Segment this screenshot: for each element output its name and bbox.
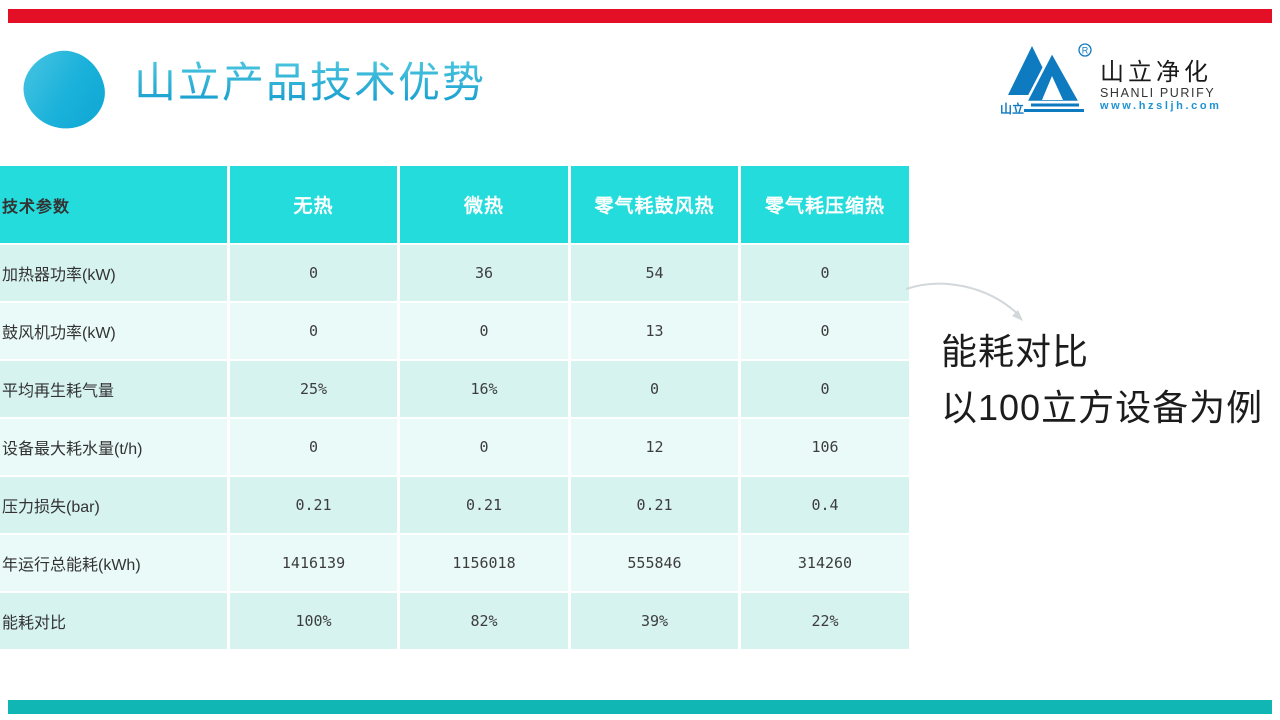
- row-label: 加热器功率(kW): [0, 245, 227, 301]
- header-parameter: 技术参数: [0, 166, 227, 243]
- annotation-line1: 能耗对比: [941, 331, 1090, 372]
- table-cell: 0: [230, 419, 397, 475]
- logo-text-block: 山立净化 SHANLI PURIFY www.hzsljh.com: [1100, 40, 1222, 113]
- table-cell: 54: [571, 245, 738, 301]
- table-cell: 82%: [400, 593, 568, 649]
- row-label: 鼓风机功率(kW): [0, 303, 227, 359]
- table-cell: 13: [571, 303, 738, 359]
- header-heatless: 无热: [230, 166, 397, 243]
- table-cell: 12: [571, 419, 738, 475]
- decorative-blob: [15, 42, 113, 138]
- shanli-logo: R 山立 山立净化 SHANLI PURIFY www.hzsljh.com: [998, 40, 1222, 116]
- table-cell: 0: [741, 361, 909, 417]
- table-cell: 100%: [230, 593, 397, 649]
- mountain-logo-icon: R 山立: [1000, 43, 1092, 116]
- table-cell: 0: [230, 245, 397, 301]
- table-cell: 0: [230, 303, 397, 359]
- table-cell: 16%: [400, 361, 568, 417]
- row-label: 设备最大耗水量(t/h): [0, 419, 227, 475]
- table-cell: 0.21: [230, 477, 397, 533]
- table-cell: 555846: [571, 535, 738, 591]
- table-cell: 0.21: [571, 477, 738, 533]
- logo-cn-name: 山立净化: [1100, 59, 1212, 86]
- table-cell: 106: [741, 419, 909, 475]
- table-cell: 1156018: [400, 535, 568, 591]
- table-cell: 1416139: [230, 535, 397, 591]
- table-cell: 0.4: [741, 477, 909, 533]
- table-cell: 36: [400, 245, 568, 301]
- table-cell: 0: [400, 303, 568, 359]
- comparison-table: 技术参数 无热 微热 零气耗鼓风热 零气耗压缩热 加热器功率(kW) 0 36 …: [0, 166, 909, 649]
- table-cell: 0: [400, 419, 568, 475]
- table-cell: 0: [741, 245, 909, 301]
- row-label: 压力损失(bar): [0, 477, 227, 533]
- row-label: 平均再生耗气量: [0, 361, 227, 417]
- page-title: 山立产品技术优势: [134, 61, 487, 107]
- header-zero-blower: 零气耗鼓风热: [571, 166, 738, 243]
- table-cell: 314260: [741, 535, 909, 591]
- table-cell: 0: [571, 361, 738, 417]
- svg-text:R: R: [1082, 46, 1089, 56]
- bottom-accent-bar: [8, 700, 1272, 714]
- top-accent-bar: [8, 9, 1272, 23]
- table-cell: 0.21: [400, 477, 568, 533]
- table-cell: 25%: [230, 361, 397, 417]
- logo-website: www.hzsljh.com: [1100, 100, 1222, 112]
- annotation-text: 能耗对比 以100立方设备为例: [941, 324, 1263, 436]
- row-label: 年运行总能耗(kWh): [0, 535, 227, 591]
- pointer-arc: [905, 282, 1023, 321]
- table-cell: 0: [741, 303, 909, 359]
- row-label: 能耗对比: [0, 593, 227, 649]
- table-cell: 22%: [741, 593, 909, 649]
- annotation-line2: 以100立方设备为例: [941, 387, 1264, 428]
- logo-icon-caption: 山立: [1000, 101, 1024, 116]
- header-zero-compression: 零气耗压缩热: [741, 166, 909, 243]
- logo-en-name: SHANLI PURIFY: [1100, 86, 1216, 100]
- table-cell: 39%: [571, 593, 738, 649]
- header-microheat: 微热: [400, 166, 568, 243]
